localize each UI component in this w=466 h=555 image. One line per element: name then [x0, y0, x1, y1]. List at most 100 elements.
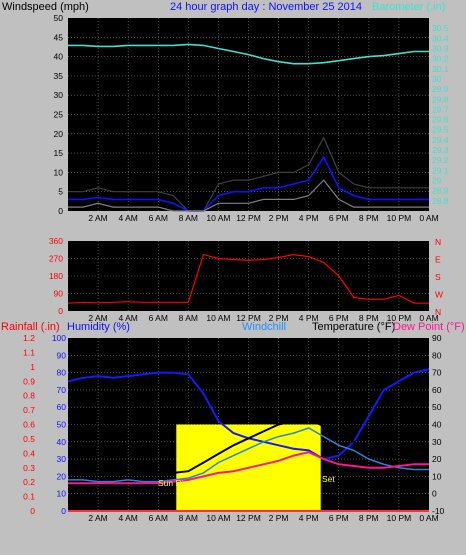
wind-time-label: 6 PM — [329, 213, 349, 223]
wind-tick-label: 45 — [54, 32, 64, 42]
temperature-tick-label: 60 — [432, 385, 442, 395]
barometer-tick-label: 29.3 — [432, 145, 449, 155]
rain-tick-label: 1 — [30, 362, 35, 372]
rain-tick-label: 0.1 — [23, 492, 35, 502]
wind-time-label: 4 PM — [299, 213, 319, 223]
wind-gust-line — [68, 136, 429, 212]
weather-time-label: 6 AM — [149, 513, 168, 523]
rain-tick-label: 0 — [30, 506, 35, 516]
direction-y-ticks: 0 N 90 W 180 S 270 E 360 N — [49, 236, 443, 317]
barometer-line — [68, 43, 429, 65]
barometer-tick-label: 30.3 — [432, 43, 449, 53]
barometer-tick-label: 28.9 — [432, 186, 449, 196]
barometer-tick-label: 29.9 — [432, 84, 449, 94]
barometer-tick-label: 29.6 — [432, 115, 449, 125]
wind-time-label: 2 AM — [88, 213, 107, 223]
wind-y-ticks: 0 5 10 15 20 25 30 35 40 45 50 — [54, 13, 64, 216]
compass-label: N — [435, 307, 441, 317]
barometer-tick-label: 29.7 — [432, 104, 449, 114]
wind-min-line — [68, 179, 429, 212]
barometer-tick-label: 29.8 — [432, 94, 449, 104]
rain-tick-label: 0.4 — [23, 448, 35, 458]
temperature-tick-label: 70 — [432, 368, 442, 378]
barometer-tick-label: 29.5 — [432, 125, 449, 135]
compass-label: N — [435, 237, 441, 247]
humidity-tick-label: 30 — [57, 454, 67, 464]
direction-time-label: 12 PM — [236, 313, 261, 323]
rain-tick-label: 0.3 — [23, 463, 35, 473]
wind-time-label: 10 PM — [387, 213, 412, 223]
humidity-y-ticks: 0 10 20 30 40 50 60 70 80 90 100 — [52, 333, 66, 516]
direction-time-label: 0 AM — [419, 313, 438, 323]
rain-tick-label: 0.5 — [23, 434, 35, 444]
weather-time-label: 12 PM — [236, 513, 261, 523]
weather-time-label: 8 AM — [179, 513, 198, 523]
windspeed-axis-label: Windspeed (mph) — [2, 1, 89, 13]
wind-time-label: 10 AM — [206, 213, 230, 223]
direction-series — [67, 253, 429, 304]
wind-average-line — [68, 155, 429, 212]
direction-time-label: 4 PM — [299, 313, 319, 323]
direction-time-label: 2 AM — [88, 313, 107, 323]
barometer-y-ticks: 28.828.92929.129.229.329.429.529.629.729… — [432, 23, 449, 206]
humidity-tick-label: 0 — [61, 506, 66, 516]
wind-tick-label: 25 — [54, 110, 64, 120]
temperature-tick-label: 20 — [432, 454, 442, 464]
weather-time-label: 10 AM — [206, 513, 230, 523]
humidity-tick-label: 40 — [57, 437, 67, 447]
weather-time-label: 0 AM — [419, 513, 438, 523]
barometer-tick-label: 29.2 — [432, 155, 449, 165]
barometer-tick-label: 30.4 — [432, 33, 449, 43]
direction-tick-label: 0 — [58, 306, 63, 316]
rain-tick-label: 0.8 — [23, 391, 35, 401]
windchill-line — [68, 427, 429, 483]
wind-time-label: 12 PM — [236, 213, 261, 223]
wind-time-label: 8 AM — [179, 213, 198, 223]
sunrise-label: Sun Rise — [158, 478, 193, 488]
barometer-tick-label: 28.8 — [432, 196, 449, 206]
wind-time-label: 4 AM — [118, 213, 137, 223]
temperature-line — [68, 418, 429, 476]
dewpoint-line — [68, 451, 429, 485]
rain-y-ticks: 0 0.1 0.2 0.3 0.4 0.5 0.6 0.7 0.8 0.9 1 1.1 1.2 — [23, 333, 35, 516]
direction-time-label: 6 AM — [149, 313, 168, 323]
temperature-tick-label: 80 — [432, 350, 442, 360]
barometer-tick-label: 29.4 — [432, 135, 449, 145]
rain-tick-label: 0.2 — [23, 477, 35, 487]
wind-tick-label: 35 — [54, 71, 64, 81]
weather-series — [67, 368, 430, 512]
weather-time-label: 2 PM — [269, 513, 289, 523]
direction-time-label: 6 PM — [329, 313, 349, 323]
temperature-axis-label: Temperature (°F) — [312, 321, 395, 333]
direction-tick-label: 360 — [49, 236, 63, 246]
weather-time-label: 2 AM — [88, 513, 107, 523]
wind-time-label: 0 AM — [419, 213, 438, 223]
barometer-tick-label: 29 — [432, 176, 442, 186]
weather-time-label: 4 PM — [299, 513, 319, 523]
compass-label: S — [435, 272, 441, 282]
wind-tick-label: 30 — [54, 90, 64, 100]
direction-tick-label: 90 — [54, 289, 64, 299]
weather-time-label: 8 PM — [359, 513, 379, 523]
direction-time-label: 2 PM — [269, 313, 289, 323]
dewpoint-axis-label: Dew Point (°F) — [393, 321, 465, 333]
rainfall-axis-label: Rainfall (.in) — [1, 321, 60, 333]
wind-tick-label: 5 — [58, 187, 63, 197]
wind-time-label: 6 AM — [149, 213, 168, 223]
direction-x-ticks: 2 AM 4 AM 6 AM 8 AM 10 AM 12 PM 2 PM 4 PM 6 PM 8 … — [88, 313, 438, 323]
wind-time-label: 2 PM — [269, 213, 289, 223]
temperature-tick-label: 10 — [432, 471, 442, 481]
temperature-tick-label: 50 — [432, 402, 442, 412]
rain-tick-label: 1.2 — [23, 333, 35, 343]
direction-grid — [68, 241, 429, 311]
temperature-tick-label: 0 — [432, 489, 437, 499]
temperature-tick-label: 40 — [432, 420, 442, 430]
direction-time-label: 10 PM — [387, 313, 412, 323]
barometer-tick-label: 30.1 — [432, 64, 449, 74]
humidity-tick-label: 60 — [57, 402, 67, 412]
compass-label: W — [435, 290, 443, 300]
wind-x-ticks: 2 AM 4 AM 6 AM 8 AM 10 AM 12 PM 2 PM 4 PM 6 PM 8 … — [88, 213, 438, 223]
windchill-label: Windchill — [242, 321, 286, 333]
humidity-tick-label: 20 — [57, 471, 67, 481]
